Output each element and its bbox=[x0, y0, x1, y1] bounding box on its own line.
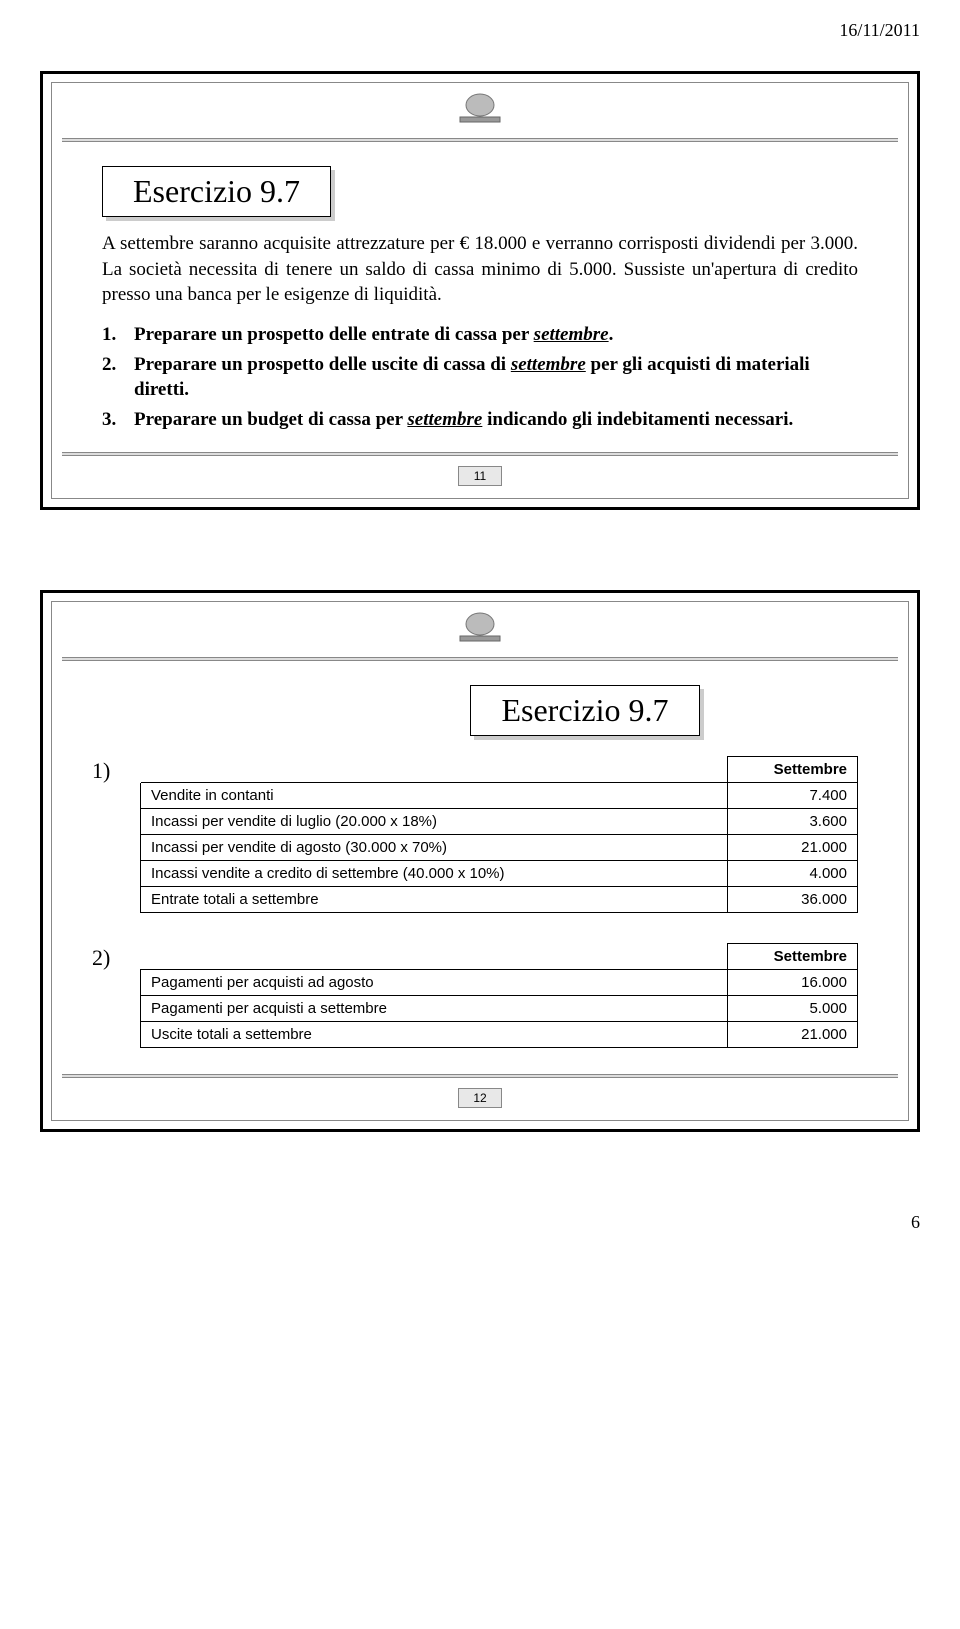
cell-value: 5.000 bbox=[728, 996, 858, 1022]
table-row: Incassi per vendite di agosto (30.000 x … bbox=[141, 835, 858, 861]
table2-num: 2) bbox=[92, 945, 120, 971]
list-item-2: 2. Preparare un prospetto delle uscite d… bbox=[102, 352, 858, 403]
table2-header: Settembre bbox=[728, 944, 858, 970]
table-row: Pagamenti per acquisti ad agosto16.000 bbox=[141, 970, 858, 996]
table-row: Pagamenti per acquisti a settembre5.000 bbox=[141, 996, 858, 1022]
list2-underline: settembre bbox=[511, 354, 586, 375]
cell-label: Incassi per vendite di luglio (20.000 x … bbox=[141, 809, 728, 835]
table-row: Vendite in contanti7.400 bbox=[141, 783, 858, 809]
cell-value: 7.400 bbox=[728, 783, 858, 809]
list2-text-a: Preparare un prospetto delle uscite di c… bbox=[134, 354, 511, 375]
slide-title: Esercizio 9.7 bbox=[470, 685, 699, 736]
crest-icon bbox=[52, 602, 908, 651]
header-date: 16/11/2011 bbox=[40, 20, 920, 41]
list1-underline: settembre bbox=[534, 324, 609, 345]
list1-text-a: Preparare un prospetto delle entrate di … bbox=[134, 324, 534, 345]
table1-num: 1) bbox=[92, 758, 120, 784]
table-uscite: Settembre Pagamenti per acquisti ad agos… bbox=[140, 943, 858, 1048]
cell-label: Pagamenti per acquisti ad agosto bbox=[141, 970, 728, 996]
cell-label: Incassi per vendite di agosto (30.000 x … bbox=[141, 835, 728, 861]
list-num-2: 2. bbox=[102, 352, 124, 403]
crest-icon bbox=[52, 83, 908, 132]
list3-underline: settembre bbox=[407, 409, 482, 430]
list-num-1: 1. bbox=[102, 322, 124, 348]
cell-label: Pagamenti per acquisti a settembre bbox=[141, 996, 728, 1022]
table-header-row: Settembre bbox=[141, 944, 858, 970]
list3-text-a: Preparare un budget di cassa per bbox=[134, 409, 407, 430]
cell-value: 3.600 bbox=[728, 809, 858, 835]
cell-value: 36.000 bbox=[728, 887, 858, 913]
slide-12: Esercizio 9.7 1) Settembre Vendite in co… bbox=[40, 590, 920, 1132]
table-entrate: Settembre Vendite in contanti7.400 Incas… bbox=[140, 756, 858, 913]
table-row: Uscite totali a settembre21.000 bbox=[141, 1022, 858, 1048]
cell-value: 4.000 bbox=[728, 861, 858, 887]
list-item-1: 1. Preparare un prospetto delle entrate … bbox=[102, 322, 858, 348]
cell-value: 21.000 bbox=[728, 1022, 858, 1048]
list1-text-b: . bbox=[609, 324, 614, 345]
table-row: Entrate totali a settembre36.000 bbox=[141, 887, 858, 913]
list3-text-b: indicando gli indebitamenti necessari. bbox=[482, 409, 793, 430]
cell-label: Uscite totali a settembre bbox=[141, 1022, 728, 1048]
cell-label: Entrate totali a settembre bbox=[141, 887, 728, 913]
cell-value: 21.000 bbox=[728, 835, 858, 861]
slide-number: 12 bbox=[458, 1088, 502, 1108]
slide-number: 11 bbox=[458, 466, 502, 486]
cell-label: Incassi vendite a credito di settembre (… bbox=[141, 861, 728, 887]
cell-value: 16.000 bbox=[728, 970, 858, 996]
table-row: Incassi vendite a credito di settembre (… bbox=[141, 861, 858, 887]
intro-paragraph: A settembre saranno acquisite attrezzatu… bbox=[102, 231, 858, 308]
list-num-3: 3. bbox=[102, 407, 124, 433]
page-number: 6 bbox=[40, 1212, 920, 1233]
table1-header: Settembre bbox=[728, 757, 858, 783]
slide-11: Esercizio 9.7 A settembre saranno acquis… bbox=[40, 71, 920, 510]
table-row: Incassi per vendite di luglio (20.000 x … bbox=[141, 809, 858, 835]
cell-label: Vendite in contanti bbox=[141, 783, 728, 809]
list-item-3: 3. Preparare un budget di cassa per sett… bbox=[102, 407, 858, 433]
slide-title: Esercizio 9.7 bbox=[102, 166, 331, 217]
table-header-row: Settembre bbox=[141, 757, 858, 783]
